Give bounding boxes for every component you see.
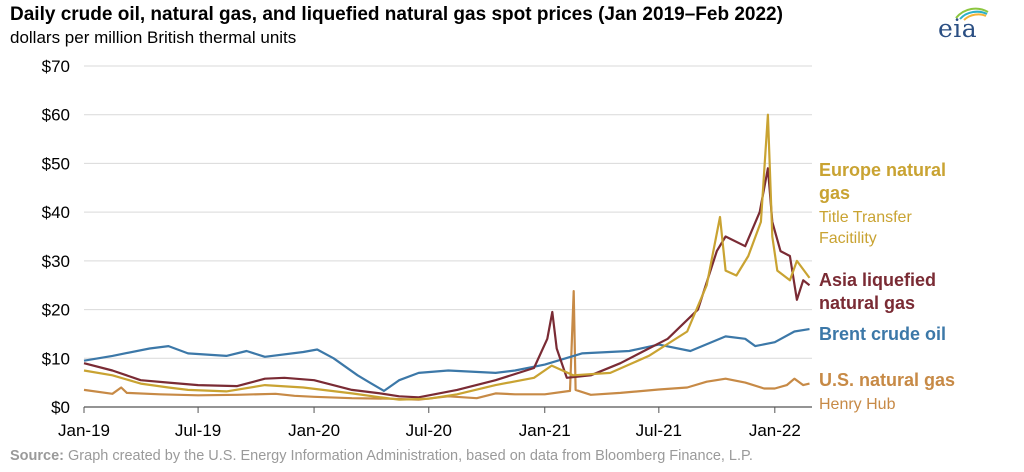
grid-lines: [84, 65, 812, 359]
eia-logo-text: eia: [938, 14, 978, 43]
series-line-henry: [83, 290, 810, 401]
series-lines: [83, 113, 811, 401]
legend-entry-henry: U.S. natural gas Henry Hub: [819, 370, 955, 413]
y-tick-label: $60: [42, 106, 70, 125]
legend-sublabel-europe: Title Transfer Facitility: [819, 209, 912, 247]
legend-entry-asia: Asia liquefied natural gas: [819, 270, 936, 313]
x-tick-label: Jul-21: [636, 421, 682, 440]
x-tick-label: Jul-20: [406, 421, 452, 440]
legend-label-asia: Asia liquefied natural gas: [819, 270, 936, 313]
source-text: Graph created by the U.S. Energy Informa…: [68, 448, 753, 464]
y-tick-label: $50: [42, 154, 70, 173]
legend: Europe natural gas Title Transfer Facitilit…: [819, 160, 955, 413]
y-tick-label: $10: [42, 349, 70, 368]
x-tick-label: Jul-19: [175, 421, 221, 440]
source-note: Source: Graph created by the U.S. Energy…: [10, 448, 753, 464]
series-line-europe: [83, 113, 811, 401]
eia-logo-arcs-icon: [955, 7, 989, 21]
y-tick-label: $30: [42, 252, 70, 271]
legend-label-europe: Europe natural gas: [819, 160, 946, 203]
y-tick-label: $0: [51, 398, 70, 417]
y-axis-tick-labels: $0 $10 $20 $30 $40 $50 $60 $70: [42, 57, 70, 417]
legend-entry-europe: Europe natural gas Title Transfer Facitilit…: [819, 160, 946, 247]
y-tick-label: $20: [42, 301, 70, 320]
legend-label-brent: Brent crude oil: [819, 324, 946, 344]
x-tick-label: Jan-19: [58, 421, 110, 440]
x-tick-label: Jan-21: [519, 421, 571, 440]
legend-entry-brent: Brent crude oil: [819, 324, 946, 344]
legend-sublabel-henry: Henry Hub: [819, 396, 896, 413]
x-tick-label: Jan-20: [288, 421, 340, 440]
chart-title: Daily crude oil, natural gas, and liquef…: [10, 4, 783, 25]
series-line-asia: [83, 167, 811, 399]
y-tick-label: $40: [42, 203, 70, 222]
chart-subtitle: dollars per million British thermal unit…: [10, 28, 297, 47]
source-label: Source:: [10, 448, 64, 464]
x-tick-label: Jan-22: [749, 421, 801, 440]
x-axis-tick-labels: Jan-19 Jul-19 Jan-20 Jul-20 Jan-21 Jul-21 Jan-…: [58, 407, 801, 440]
series-line-brent: [83, 328, 810, 392]
legend-label-henry: U.S. natural gas: [819, 370, 955, 390]
y-tick-label: $70: [42, 57, 70, 76]
